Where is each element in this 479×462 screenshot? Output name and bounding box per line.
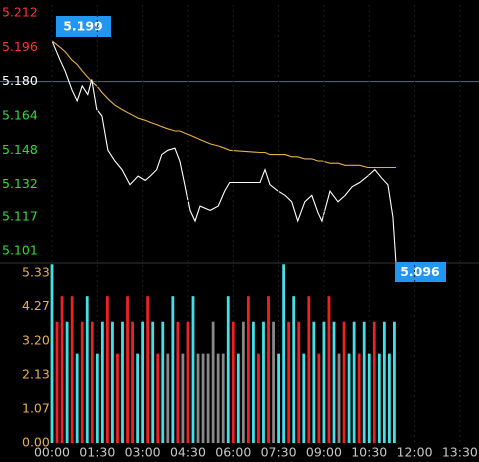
average-line (51, 40, 396, 169)
volume-bar (347, 353, 351, 443)
x-tick-label: 09:00 (306, 445, 342, 460)
volume-bar (307, 296, 311, 443)
volume-bar (156, 353, 160, 443)
volume-bar (246, 296, 250, 443)
volume-bar (231, 321, 235, 443)
y-tick-label: 5.33 (22, 264, 50, 279)
volume-bar (191, 296, 195, 443)
volume-bar (70, 296, 74, 443)
volume-bar (327, 296, 331, 443)
volume-bar (312, 321, 316, 443)
last-value-label: 5.096 (400, 264, 440, 279)
volume-bar (257, 353, 260, 443)
volume-bar (60, 296, 64, 443)
x-tick-label: 07:30 (261, 445, 297, 460)
volume-bar (267, 296, 270, 443)
y-tick-label: 5.212 (2, 4, 38, 19)
volume-bar (111, 321, 114, 443)
volume-bar (171, 296, 175, 443)
volume-bar (65, 321, 69, 443)
volume-bar (116, 353, 119, 443)
volume-bar (322, 321, 326, 443)
volume-bar (95, 353, 99, 443)
volume-bar (126, 296, 129, 443)
volume-bar (317, 353, 321, 443)
volume-bar (131, 321, 134, 443)
volume-bar (121, 321, 124, 443)
x-tick-label: 04:30 (170, 445, 206, 460)
volume-bar (166, 353, 170, 443)
volume-bar (186, 321, 190, 443)
x-tick-label: 10:30 (351, 445, 387, 460)
volume-bar (352, 321, 356, 443)
volume-bar (85, 296, 89, 443)
volume-bar (357, 353, 361, 443)
y-tick-label: 5.132 (2, 176, 38, 191)
y-tick-label: 5.164 (2, 107, 38, 122)
y-tick-label: 3.20 (22, 332, 50, 347)
volume-bar (141, 321, 145, 443)
y-tick-label: 0.00 (22, 435, 50, 450)
volume-bar (282, 264, 286, 443)
x-tick-label: 00:00 (34, 445, 70, 460)
volume-bar (146, 296, 150, 443)
volume-bar (277, 353, 280, 443)
volume-bar (105, 296, 109, 443)
price-line (51, 40, 397, 262)
x-tick-label: 13:30 (442, 445, 478, 460)
volume-bar (252, 321, 255, 443)
volume-bar (387, 353, 391, 443)
y-tick-label: 5.196 (2, 39, 38, 54)
volume-bar (50, 264, 54, 443)
volume-bar (292, 296, 296, 443)
y-tick-label: 5.180 (2, 73, 38, 88)
y-tick-label: 4.27 (22, 298, 50, 313)
value-label-box (395, 262, 446, 282)
volume-bar (337, 353, 341, 443)
y-tick-label: 5.117 (2, 208, 38, 223)
volume-bar (377, 353, 381, 443)
volume-bar (80, 321, 84, 443)
volume-bar (55, 321, 59, 443)
volume-bar (216, 353, 220, 443)
y-tick-label: 2.13 (22, 367, 50, 382)
volume-bar (221, 353, 225, 443)
volume-bar (100, 321, 104, 443)
volume-bar (151, 321, 155, 443)
volume-bar (75, 353, 79, 443)
volume-bar (136, 353, 140, 443)
volume-bar (372, 321, 376, 443)
y-tick-label: 1.07 (22, 400, 50, 415)
first-value-label: 5.199 (63, 19, 103, 34)
volume-bar (90, 321, 94, 443)
volume-bar (272, 321, 275, 443)
x-tick-label: 01:30 (79, 445, 115, 460)
volume-bar (297, 321, 301, 443)
volume-bar (332, 321, 336, 443)
volume-bar (302, 353, 306, 443)
volume-bar (342, 321, 346, 443)
volume-bar (241, 321, 245, 443)
x-tick-label: 12:00 (397, 445, 433, 460)
volume-bar (181, 353, 185, 443)
volume-bar (161, 321, 165, 443)
volume-bar (201, 353, 205, 443)
volume-bar (367, 353, 371, 443)
volume-bar (362, 321, 366, 443)
x-tick-label: 03:00 (125, 445, 161, 460)
volume-bar (196, 353, 200, 443)
volume-bar (287, 321, 291, 443)
volume-bar (226, 296, 230, 443)
y-tick-label: 5.148 (2, 142, 38, 157)
y-tick-label: 5.101 (2, 243, 38, 258)
volume-bar (236, 353, 240, 443)
x-tick-label: 06:00 (215, 445, 251, 460)
volume-bar (176, 321, 180, 443)
volume-bar (382, 321, 386, 443)
volume-bar (262, 321, 265, 443)
volume-bar (393, 321, 396, 443)
volume-bar (211, 321, 215, 443)
volume-bar (206, 353, 210, 443)
